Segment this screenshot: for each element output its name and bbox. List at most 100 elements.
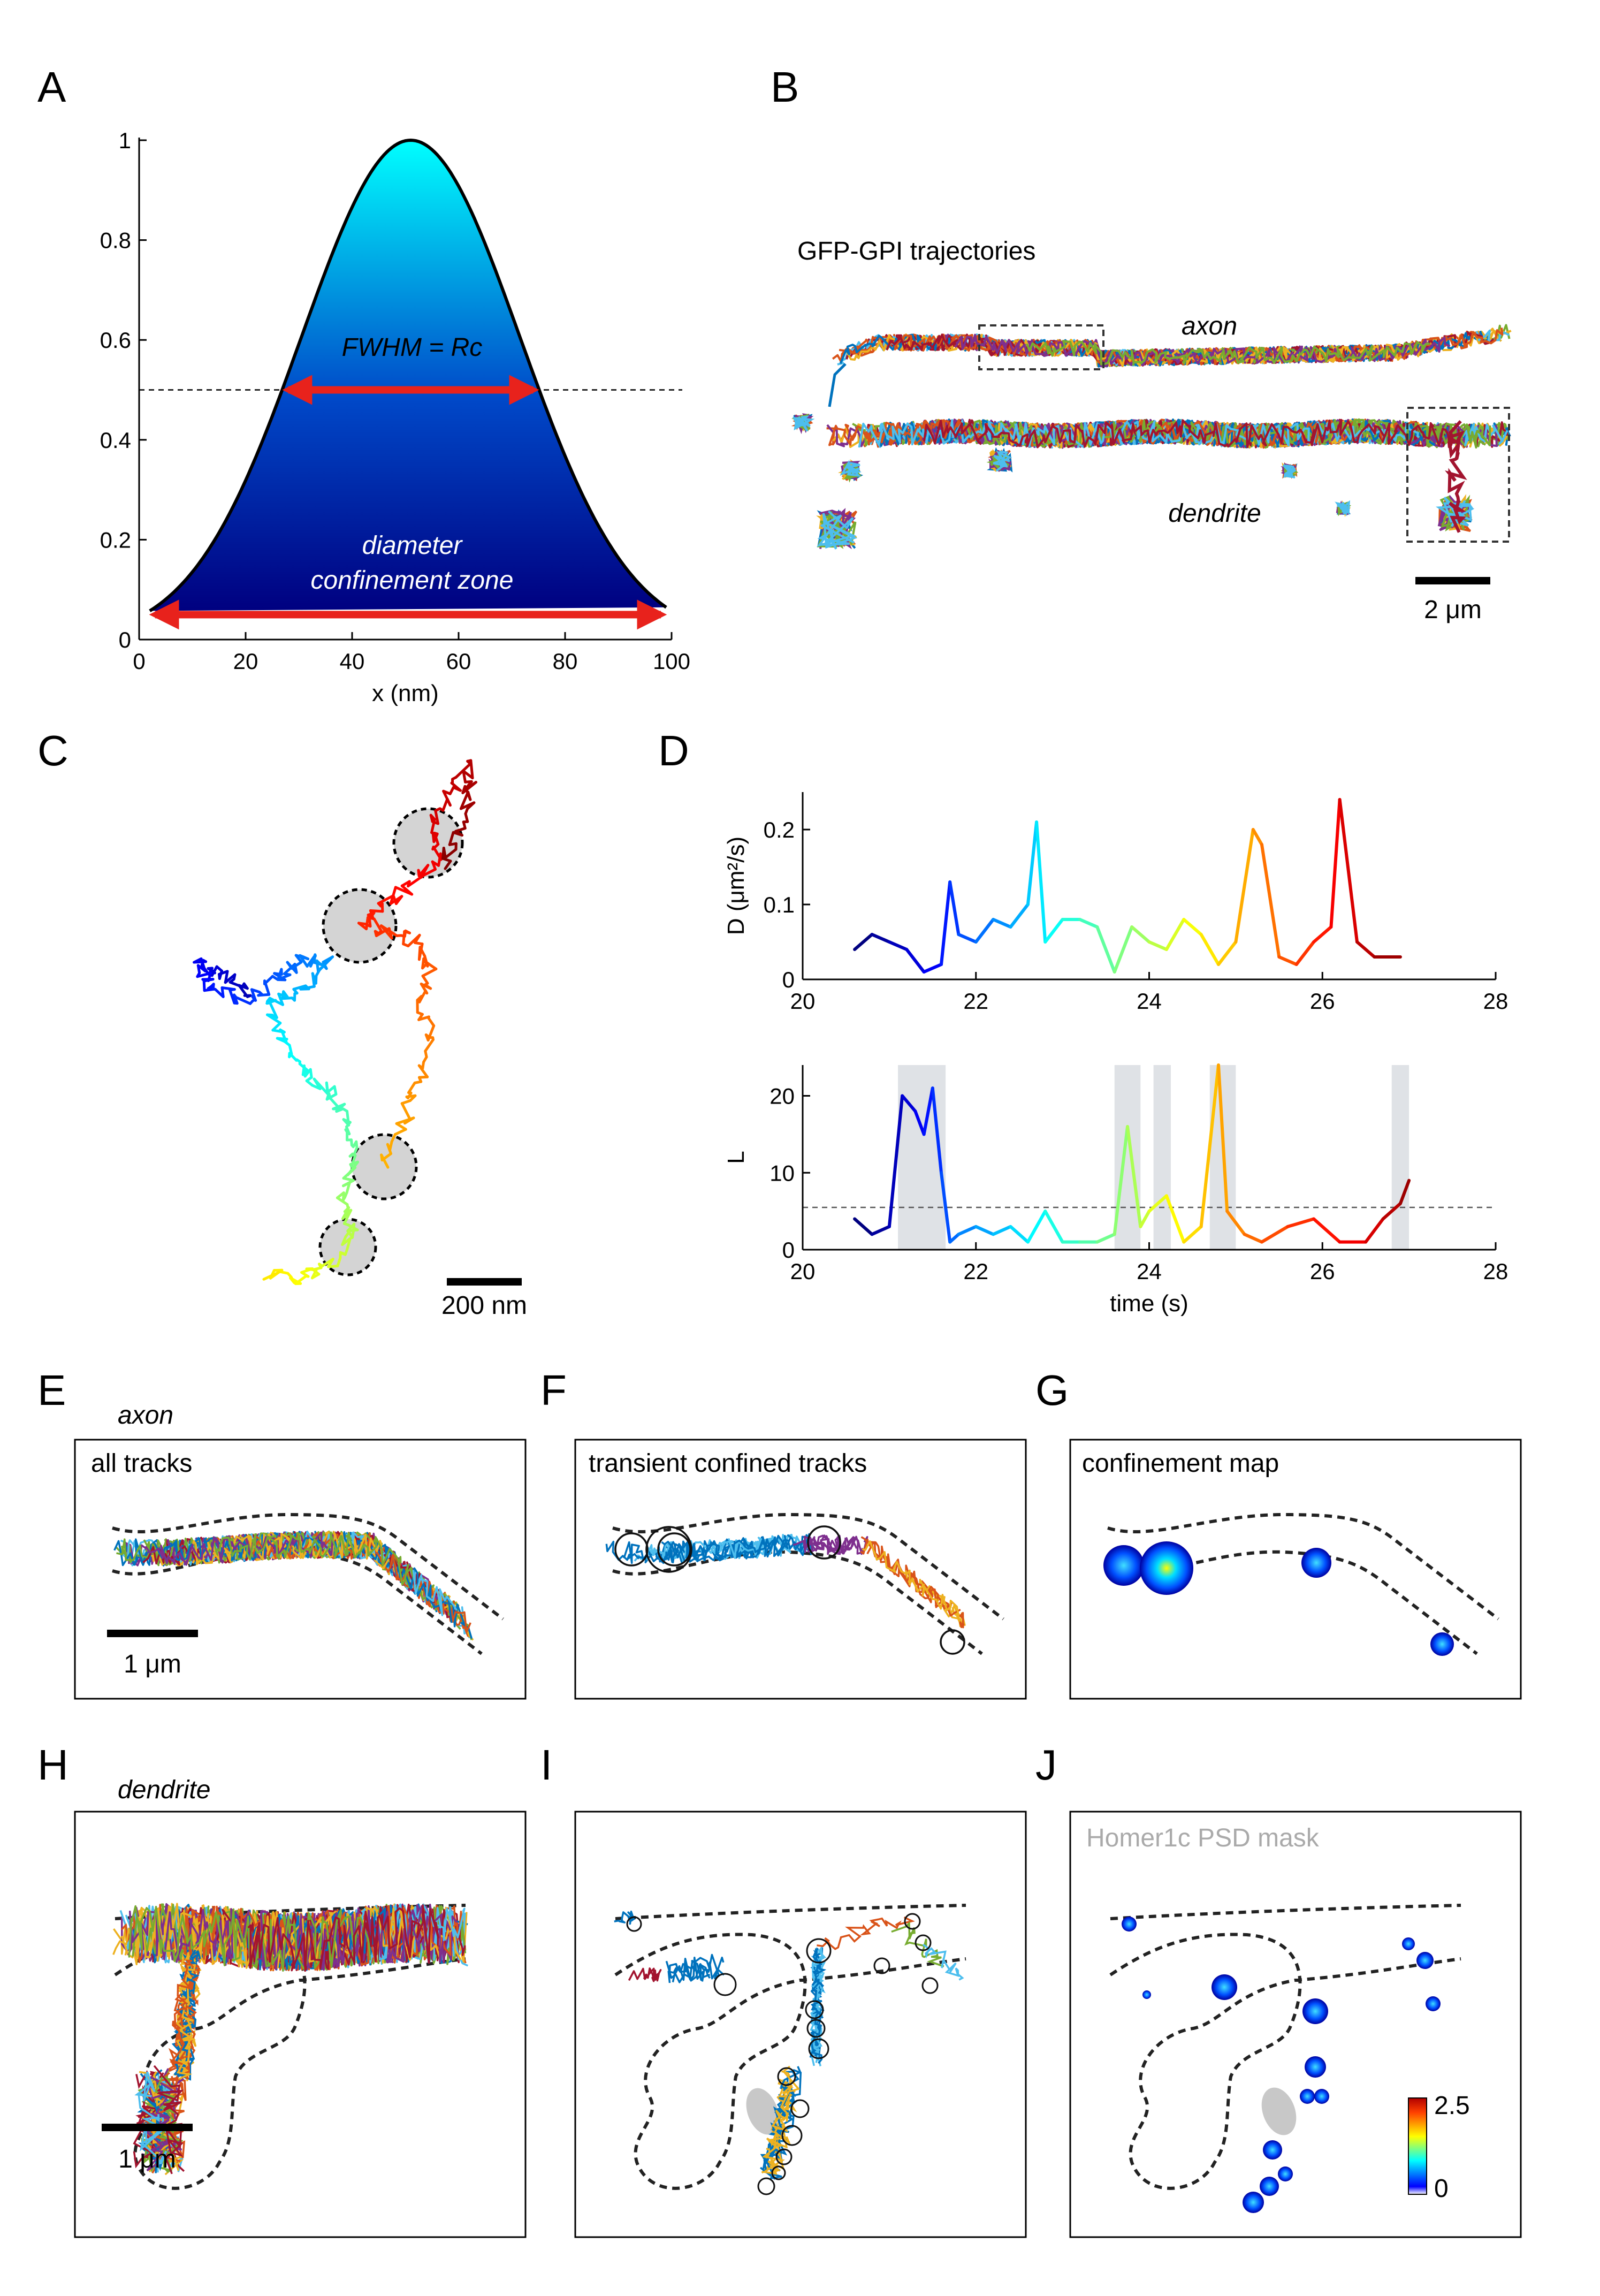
trajectory-segment xyxy=(300,1267,314,1274)
confinement-circle xyxy=(771,2165,786,2180)
trajectory-segment xyxy=(228,980,244,989)
y-tick-label: 0 xyxy=(119,627,131,652)
x-tick-label: 80 xyxy=(553,649,578,674)
dendrite-outline-top xyxy=(1110,1904,1461,1920)
confinement-circle xyxy=(781,2125,803,2146)
confinement-circle xyxy=(757,2177,775,2195)
confinement-spot xyxy=(1402,1937,1415,1950)
dendrite-outline-spine xyxy=(614,1933,966,2190)
axon-confinement-map xyxy=(1103,1512,1499,1656)
confinement-circle xyxy=(915,1934,932,1951)
confinement-circle xyxy=(626,1916,642,1932)
y-tick-label: 1 xyxy=(119,128,131,153)
blob-track xyxy=(1282,464,1297,478)
diameter-annotation-line1: diameter xyxy=(362,531,463,560)
trajectory-segment xyxy=(263,975,274,985)
panel-f-title: transient confined tracks xyxy=(589,1449,867,1478)
series-segment xyxy=(1355,940,1376,959)
confinement-circle xyxy=(645,1526,692,1573)
x-tick-label: 28 xyxy=(1483,989,1508,1014)
panel-i-label: I xyxy=(540,1741,552,1789)
x-tick-label: 0 xyxy=(133,649,145,674)
confinement-spot xyxy=(1103,1545,1144,1586)
panel-i-box xyxy=(574,1811,1027,2238)
series-segment xyxy=(948,880,961,936)
x-tick-label: 24 xyxy=(1137,989,1162,1014)
dendrite-label: dendrite xyxy=(1168,499,1261,528)
trajectory-segment xyxy=(454,766,468,779)
x-tick-label: 26 xyxy=(1310,989,1335,1014)
series-segment xyxy=(992,918,1012,929)
confinement-spot xyxy=(1142,1990,1151,1999)
x-tick-label: 28 xyxy=(1483,1259,1508,1284)
trajectory-segment xyxy=(431,832,436,843)
series-segment xyxy=(1217,1063,1229,1213)
trajectory-segment xyxy=(421,967,438,978)
x-tick-label: 24 xyxy=(1137,1259,1162,1284)
confinement-zone-3 xyxy=(351,1133,418,1200)
confinement-circle xyxy=(805,2000,824,2019)
panel-b-title: GFP-GPI trajectories xyxy=(797,237,1035,265)
panel-b-label: B xyxy=(771,63,799,111)
series-segment xyxy=(1126,1125,1142,1228)
series-segment xyxy=(901,1094,917,1113)
confinement-circle xyxy=(940,1629,965,1655)
panel-i: I xyxy=(540,1741,1027,2238)
series-segment xyxy=(870,1225,891,1236)
trajectory-segment xyxy=(393,1128,407,1136)
trajectory-segment xyxy=(464,812,469,823)
trajectory-segment xyxy=(202,978,215,983)
trajectory-segment xyxy=(298,954,309,968)
trajectory-segment xyxy=(441,846,445,860)
confinement-interval xyxy=(1153,1065,1171,1250)
y-tick-label: 0.2 xyxy=(764,817,795,842)
series-segment xyxy=(887,1094,904,1228)
trajectory-segment xyxy=(228,989,236,1005)
trajectory-segment xyxy=(336,1257,342,1267)
confined-track xyxy=(959,1611,965,1629)
confined-track xyxy=(667,1957,711,1983)
single-trajectory xyxy=(193,759,477,1286)
panel-h-region: dendrite xyxy=(118,1776,210,1804)
confinement-spot xyxy=(1122,1917,1137,1932)
series-segment xyxy=(1009,903,1030,929)
trajectory-segment xyxy=(288,1044,293,1055)
series-segment xyxy=(913,1109,926,1136)
spine-head-track xyxy=(134,2071,167,2166)
series-segment xyxy=(1286,1217,1316,1228)
trajectory-segment xyxy=(369,909,384,913)
trajectory-segment xyxy=(426,1016,436,1028)
trajectory-segment xyxy=(388,1140,393,1152)
confinement-spot xyxy=(1430,1632,1454,1656)
series-segment xyxy=(887,940,909,951)
x-tick-label: 22 xyxy=(963,989,988,1014)
trajectory-segment xyxy=(257,993,271,997)
x-tick-label: 22 xyxy=(963,1259,988,1284)
series-segment xyxy=(870,933,891,944)
confinement-circle xyxy=(713,1973,737,1996)
dendrite-track xyxy=(140,1903,462,1969)
panel-j-title: Homer1c PSD mask xyxy=(1086,1824,1320,1852)
trajectory-segment xyxy=(462,770,467,784)
confinement-spot xyxy=(1305,2056,1326,2078)
trajectory-segment xyxy=(389,886,397,905)
trajectory-segment xyxy=(290,961,303,970)
spine-track xyxy=(810,1946,826,2063)
panel-g: G confinement map xyxy=(1035,1366,1522,1700)
panel-h: H dendrite 1 μm xyxy=(37,1741,527,2238)
confinement-circle xyxy=(614,1532,649,1567)
dendrite-track xyxy=(128,1905,371,1972)
trajectory-segment xyxy=(292,984,307,991)
x-tick-label: 20 xyxy=(790,989,816,1014)
trajectory-segment xyxy=(277,968,283,981)
trajectory-segment xyxy=(400,1102,412,1121)
psd-mask xyxy=(1261,2087,1297,2135)
blob-track xyxy=(792,415,815,432)
trajectory-segment xyxy=(365,916,369,931)
axon-confined-tracks xyxy=(605,1512,1004,1655)
trajectory-segment xyxy=(387,927,393,940)
series-segment xyxy=(1199,1063,1220,1228)
series-segment xyxy=(853,933,874,951)
trajectory-segment xyxy=(342,1208,353,1225)
series-segment xyxy=(1139,1210,1151,1228)
